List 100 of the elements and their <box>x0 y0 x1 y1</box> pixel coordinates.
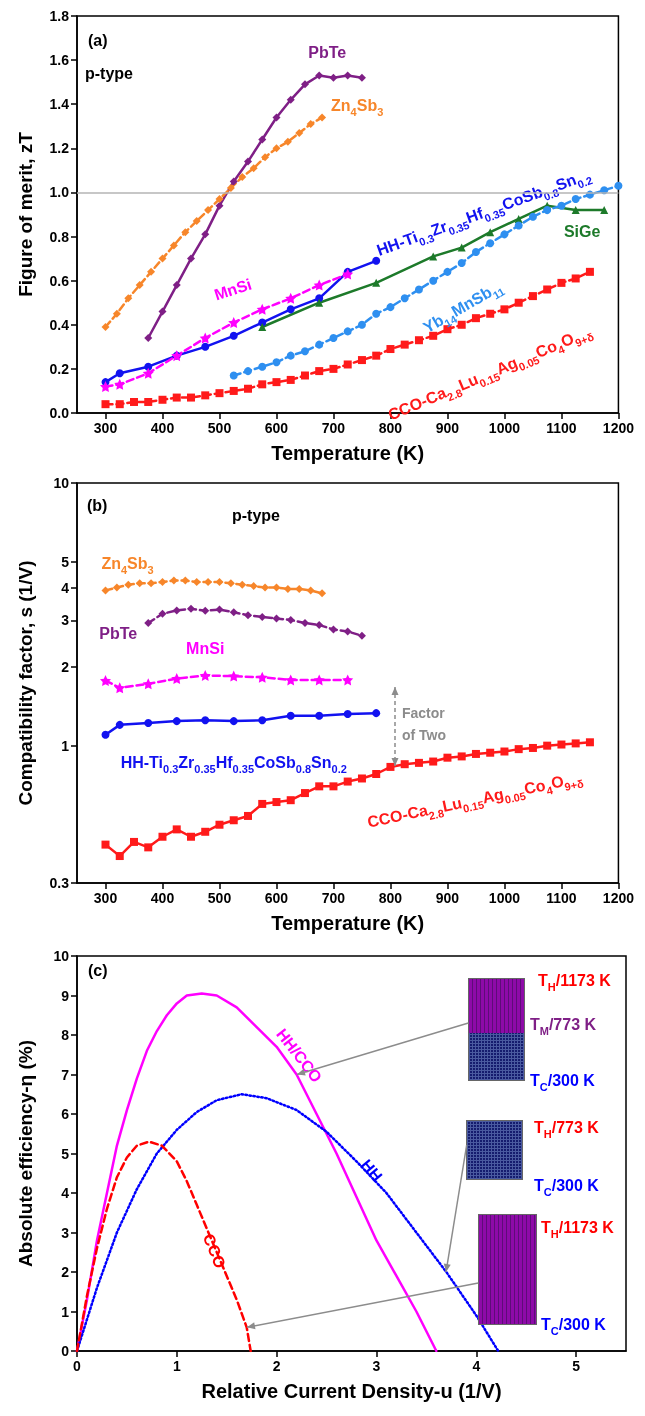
point <box>186 832 195 841</box>
point <box>256 671 268 683</box>
point <box>386 303 395 312</box>
point <box>147 267 156 276</box>
point <box>315 621 324 629</box>
point <box>229 177 238 186</box>
point <box>400 760 409 769</box>
y-tick-label: 2 <box>61 658 70 675</box>
line-series <box>75 1093 500 1353</box>
y-axis-title: Figure of merit, zT <box>15 131 36 297</box>
point <box>158 832 167 841</box>
annotation: Factor of Two <box>402 705 449 743</box>
point <box>528 212 537 221</box>
x-axis-title: Temperature (K) <box>271 912 425 934</box>
point <box>201 391 210 400</box>
point <box>172 825 181 834</box>
point <box>215 195 224 204</box>
point <box>158 395 167 404</box>
point <box>272 358 281 367</box>
point <box>249 164 258 173</box>
point <box>215 605 224 614</box>
point <box>286 305 295 314</box>
point <box>115 852 124 861</box>
x-tick-label: 5 <box>572 1358 581 1374</box>
x-tick-label: 1200 <box>602 890 635 906</box>
point <box>571 206 580 215</box>
point <box>112 583 121 592</box>
point <box>486 239 495 248</box>
point <box>115 400 124 409</box>
point <box>158 577 167 586</box>
point <box>585 267 594 276</box>
point <box>142 678 154 690</box>
point <box>158 307 167 316</box>
point <box>186 254 195 263</box>
x-tick-label: 900 <box>435 890 460 906</box>
y-tick-label: 10 <box>53 475 70 491</box>
point <box>272 378 281 387</box>
point <box>258 135 267 144</box>
x-tick-label: 1100 <box>546 420 577 436</box>
annotation: p-type <box>232 506 281 524</box>
x-axis-title: Relative Current Density-u (1/V) <box>201 1380 502 1402</box>
point <box>124 580 133 589</box>
point <box>372 278 381 287</box>
point <box>414 285 423 294</box>
point <box>258 716 267 725</box>
point <box>229 717 238 726</box>
point <box>295 128 304 137</box>
point <box>238 173 247 182</box>
point <box>158 254 167 263</box>
y-tick-label: 9 <box>61 987 70 1004</box>
point <box>585 738 594 747</box>
point <box>571 739 580 748</box>
point <box>571 274 580 283</box>
point <box>386 762 395 771</box>
point <box>471 749 480 758</box>
x-tick-label: 400 <box>150 890 175 906</box>
point <box>343 327 352 336</box>
point <box>101 840 110 849</box>
point <box>201 606 210 615</box>
point <box>357 320 366 329</box>
point <box>318 113 327 122</box>
point <box>238 580 247 589</box>
point <box>258 380 267 389</box>
y-tick-label: 4 <box>61 579 70 596</box>
point <box>215 389 224 398</box>
point <box>112 309 121 318</box>
point <box>172 717 181 726</box>
point <box>500 747 509 756</box>
y-tick-label: 1.8 <box>49 8 70 24</box>
point <box>300 371 309 380</box>
point <box>329 625 338 634</box>
point <box>414 336 423 345</box>
series-label: PbTe <box>308 44 347 62</box>
point <box>272 144 281 153</box>
y-tick-label: 1.4 <box>49 96 70 113</box>
point <box>429 331 438 340</box>
point <box>243 384 252 393</box>
point <box>115 369 124 378</box>
point <box>243 367 252 376</box>
point <box>300 347 309 356</box>
point <box>343 627 352 636</box>
y-axis-title: Absolute efficiency-η (%) <box>15 1040 36 1267</box>
point <box>329 782 338 791</box>
y-tick-label: 10 <box>53 948 70 964</box>
point <box>306 120 315 129</box>
y-tick-label: 1.0 <box>49 184 70 201</box>
point <box>215 577 224 586</box>
point <box>172 606 181 615</box>
y-tick-label: 1.2 <box>49 140 70 157</box>
point <box>229 331 238 340</box>
point <box>147 579 156 588</box>
point <box>471 248 480 256</box>
point <box>144 334 153 343</box>
point <box>443 753 452 762</box>
point <box>261 583 270 592</box>
y-tick-label: 5 <box>61 554 70 571</box>
annotation: p-type <box>85 64 134 82</box>
point <box>286 796 295 805</box>
x-tick-label: 700 <box>321 420 346 436</box>
point <box>201 342 210 351</box>
